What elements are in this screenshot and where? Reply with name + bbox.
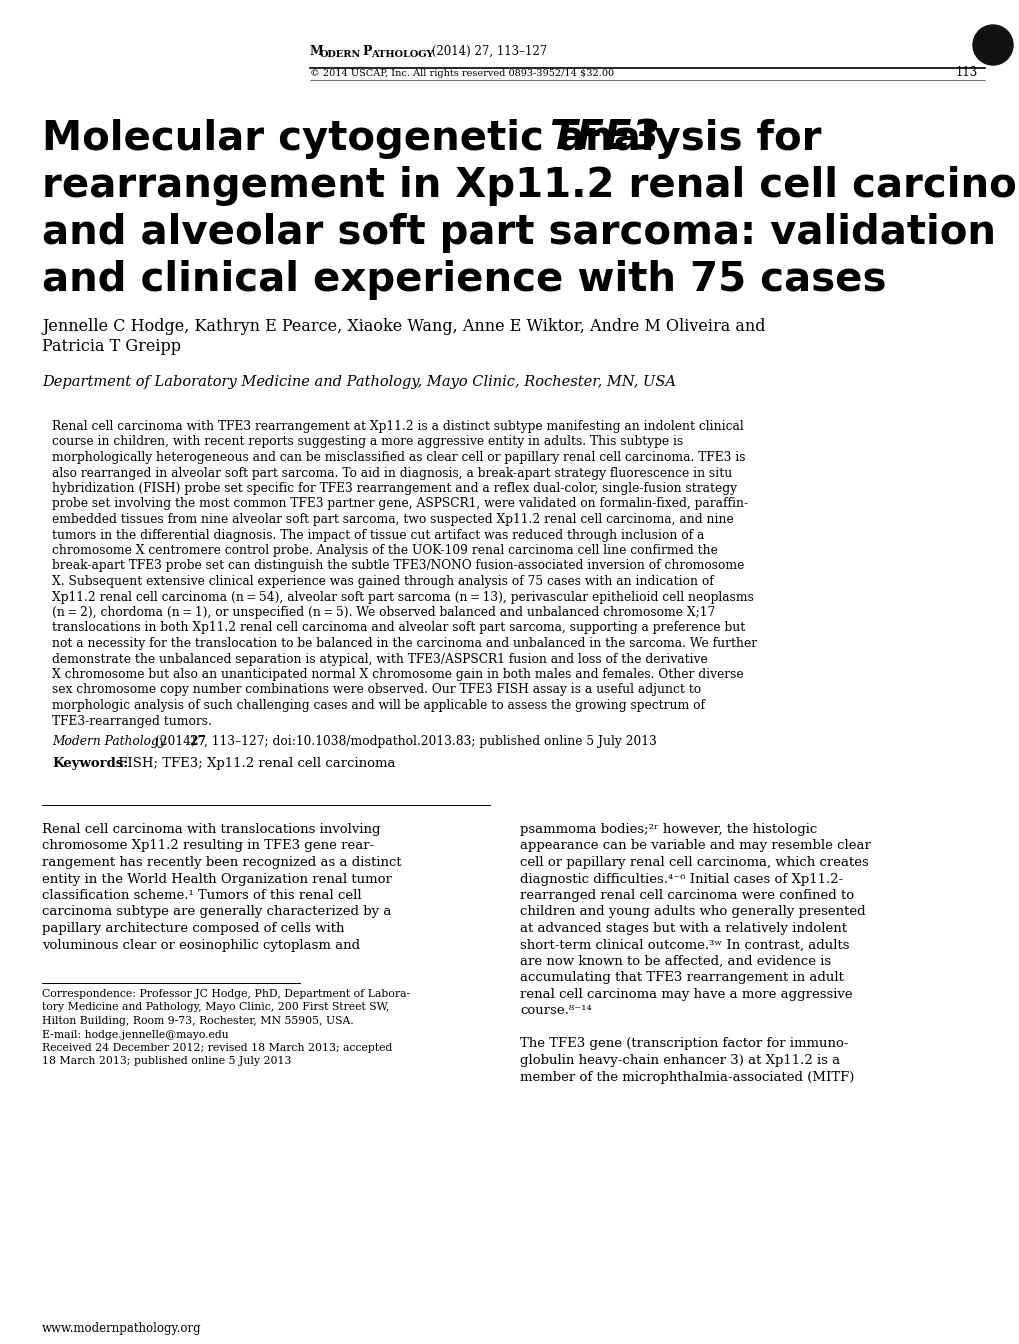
Text: morphologically heterogeneous and can be misclassified as clear cell or papillar: morphologically heterogeneous and can be… <box>52 452 745 464</box>
Text: globulin heavy-chain enhancer 3) at Xp11.2 is a: globulin heavy-chain enhancer 3) at Xp11… <box>520 1054 840 1067</box>
Text: (2014): (2014) <box>151 735 200 749</box>
Text: rearrangement in Xp11.2 renal cell carcinoma: rearrangement in Xp11.2 renal cell carci… <box>42 167 1019 206</box>
Text: accumulating that TFE3 rearrangement in adult: accumulating that TFE3 rearrangement in … <box>520 972 843 985</box>
Text: TFE3-rearranged tumors.: TFE3-rearranged tumors. <box>52 715 212 727</box>
Text: Molecular cytogenetic analysis for: Molecular cytogenetic analysis for <box>42 120 835 159</box>
Text: npg: npg <box>979 30 1005 43</box>
Text: Renal cell carcinoma with translocations involving: Renal cell carcinoma with translocations… <box>42 823 380 836</box>
Text: M: M <box>310 44 323 58</box>
Text: , 113–127; doi:10.1038/modpathol.2013.83; published online 5 July 2013: , 113–127; doi:10.1038/modpathol.2013.83… <box>204 735 656 749</box>
Text: probe set involving the most common TFE3 partner gene, ASPSCR1, were validated o: probe set involving the most common TFE3… <box>52 497 747 511</box>
Text: papillary architecture composed of cells with: papillary architecture composed of cells… <box>42 922 344 935</box>
Text: The TFE3 gene (transcription factor for immuno-: The TFE3 gene (transcription factor for … <box>520 1038 848 1051</box>
Text: Patricia T Greipp: Patricia T Greipp <box>42 337 180 355</box>
Text: voluminous clear or eosinophilic cytoplasm and: voluminous clear or eosinophilic cytopla… <box>42 938 360 952</box>
Text: Renal cell carcinoma with TFE3 rearrangement at Xp11.2 is a distinct subtype man: Renal cell carcinoma with TFE3 rearrange… <box>52 419 743 433</box>
Text: E-mail: hodge.jennelle@mayo.edu: E-mail: hodge.jennelle@mayo.edu <box>42 1030 228 1039</box>
Text: rearranged renal cell carcinoma were confined to: rearranged renal cell carcinoma were con… <box>520 888 853 902</box>
Text: chromosome X centromere control probe. Analysis of the UOK-109 renal carcinoma c: chromosome X centromere control probe. A… <box>52 544 717 556</box>
Text: course.⁸⁻¹⁴: course.⁸⁻¹⁴ <box>520 1004 591 1017</box>
Text: ATHOLOGY: ATHOLOGY <box>371 50 433 59</box>
Text: 27: 27 <box>189 735 206 749</box>
Text: also rearranged in alveolar soft part sarcoma. To aid in diagnosis, a break-apar: also rearranged in alveolar soft part sa… <box>52 466 732 480</box>
Text: children and young adults who generally presented: children and young adults who generally … <box>520 906 865 918</box>
Text: Hilton Building, Room 9-73, Rochester, MN 55905, USA.: Hilton Building, Room 9-73, Rochester, M… <box>42 1016 354 1025</box>
Text: cell or papillary renal cell carcinoma, which creates: cell or papillary renal cell carcinoma, … <box>520 856 868 870</box>
Text: not a necessity for the translocation to be balanced in the carcinoma and unbala: not a necessity for the translocation to… <box>52 637 756 650</box>
Text: are now known to be affected, and evidence is: are now known to be affected, and eviden… <box>520 956 830 968</box>
Text: Jennelle C Hodge, Kathryn E Pearce, Xiaoke Wang, Anne E Wiktor, Andre M Oliveira: Jennelle C Hodge, Kathryn E Pearce, Xiao… <box>42 319 764 335</box>
Text: demonstrate the unbalanced separation is atypical, with TFE3/ASPSCR1 fusion and : demonstrate the unbalanced separation is… <box>52 652 707 665</box>
Text: hybridization (FISH) probe set specific for TFE3 rearrangement and a reflex dual: hybridization (FISH) probe set specific … <box>52 482 737 495</box>
Text: © 2014 USCAP, Inc. All rights reserved 0893-3952/14 $32.00: © 2014 USCAP, Inc. All rights reserved 0… <box>310 69 613 78</box>
Text: P: P <box>362 44 371 58</box>
Text: embedded tissues from nine alveolar soft part sarcoma, two suspected Xp11.2 rena: embedded tissues from nine alveolar soft… <box>52 513 733 526</box>
Text: ODERN: ODERN <box>320 50 361 59</box>
Text: 18 March 2013; published online 5 July 2013: 18 March 2013; published online 5 July 2… <box>42 1056 291 1067</box>
Text: tumors in the differential diagnosis. The impact of tissue cut artifact was redu: tumors in the differential diagnosis. Th… <box>52 528 704 542</box>
Text: rangement has recently been recognized as a distinct: rangement has recently been recognized a… <box>42 856 401 870</box>
Text: diagnostic difficulties.⁴⁻⁶ Initial cases of Xp11.2-: diagnostic difficulties.⁴⁻⁶ Initial case… <box>520 872 843 886</box>
Text: psammoma bodies;²ʳ however, the histologic: psammoma bodies;²ʳ however, the histolog… <box>520 823 816 836</box>
Text: Department of Laboratory Medicine and Pathology, Mayo Clinic, Rochester, MN, USA: Department of Laboratory Medicine and Pa… <box>42 375 676 388</box>
Text: www.modernpathology.org: www.modernpathology.org <box>42 1322 202 1335</box>
Text: carcinoma subtype are generally characterized by a: carcinoma subtype are generally characte… <box>42 906 391 918</box>
Text: and alveolar soft part sarcoma: validation: and alveolar soft part sarcoma: validati… <box>42 212 995 253</box>
Text: tory Medicine and Pathology, Mayo Clinic, 200 First Street SW,: tory Medicine and Pathology, Mayo Clinic… <box>42 1003 389 1012</box>
Text: entity in the World Health Organization renal tumor: entity in the World Health Organization … <box>42 872 391 886</box>
Text: Received 24 December 2012; revised 18 March 2013; accepted: Received 24 December 2012; revised 18 Ma… <box>42 1043 392 1052</box>
Text: X chromosome but also an unanticipated normal X chromosome gain in both males an: X chromosome but also an unanticipated n… <box>52 668 743 681</box>
Text: and clinical experience with 75 cases: and clinical experience with 75 cases <box>42 259 886 300</box>
Text: renal cell carcinoma may have a more aggressive: renal cell carcinoma may have a more agg… <box>520 988 852 1001</box>
Text: Modern Pathology: Modern Pathology <box>52 735 166 749</box>
Circle shape <box>972 26 1012 65</box>
Text: Correspondence: Professor JC Hodge, PhD, Department of Labora-: Correspondence: Professor JC Hodge, PhD,… <box>42 989 410 999</box>
Text: sex chromosome copy number combinations were observed. Our TFE3 FISH assay is a : sex chromosome copy number combinations … <box>52 684 700 696</box>
Text: course in children, with recent reports suggesting a more aggressive entity in a: course in children, with recent reports … <box>52 435 683 449</box>
Text: appearance can be variable and may resemble clear: appearance can be variable and may resem… <box>520 840 870 852</box>
Text: morphologic analysis of such challenging cases and will be applicable to assess : morphologic analysis of such challenging… <box>52 699 704 712</box>
Text: Keywords:: Keywords: <box>52 757 128 770</box>
Text: member of the microphthalmia-associated (MITF): member of the microphthalmia-associated … <box>520 1071 854 1083</box>
Text: classification scheme.¹ Tumors of this renal cell: classification scheme.¹ Tumors of this r… <box>42 888 362 902</box>
Text: 113: 113 <box>955 66 977 79</box>
Text: (2014) 27, 113–127: (2014) 27, 113–127 <box>428 44 547 58</box>
Text: chromosome Xp11.2 resulting in TFE3 gene rear-: chromosome Xp11.2 resulting in TFE3 gene… <box>42 840 374 852</box>
Text: (n = 2), chordoma (n = 1), or unspecified (n = 5). We observed balanced and unba: (n = 2), chordoma (n = 1), or unspecifie… <box>52 606 714 620</box>
Text: at advanced stages but with a relatively indolent: at advanced stages but with a relatively… <box>520 922 846 935</box>
Text: X. Subsequent extensive clinical experience was gained through analysis of 75 ca: X. Subsequent extensive clinical experie… <box>52 575 713 589</box>
Text: TFE3: TFE3 <box>548 120 659 159</box>
Text: short-term clinical outcome.³ʷ In contrast, adults: short-term clinical outcome.³ʷ In contra… <box>520 938 849 952</box>
Text: translocations in both Xp11.2 renal cell carcinoma and alveolar soft part sarcom: translocations in both Xp11.2 renal cell… <box>52 621 745 634</box>
Text: Xp11.2 renal cell carcinoma (n = 54), alveolar soft part sarcoma (n = 13), periv: Xp11.2 renal cell carcinoma (n = 54), al… <box>52 590 753 603</box>
Text: FISH; TFE3; Xp11.2 renal cell carcinoma: FISH; TFE3; Xp11.2 renal cell carcinoma <box>114 757 395 770</box>
Text: break-apart TFE3 probe set can distinguish the subtle TFE3/NONO fusion-associate: break-apart TFE3 probe set can distingui… <box>52 559 744 573</box>
